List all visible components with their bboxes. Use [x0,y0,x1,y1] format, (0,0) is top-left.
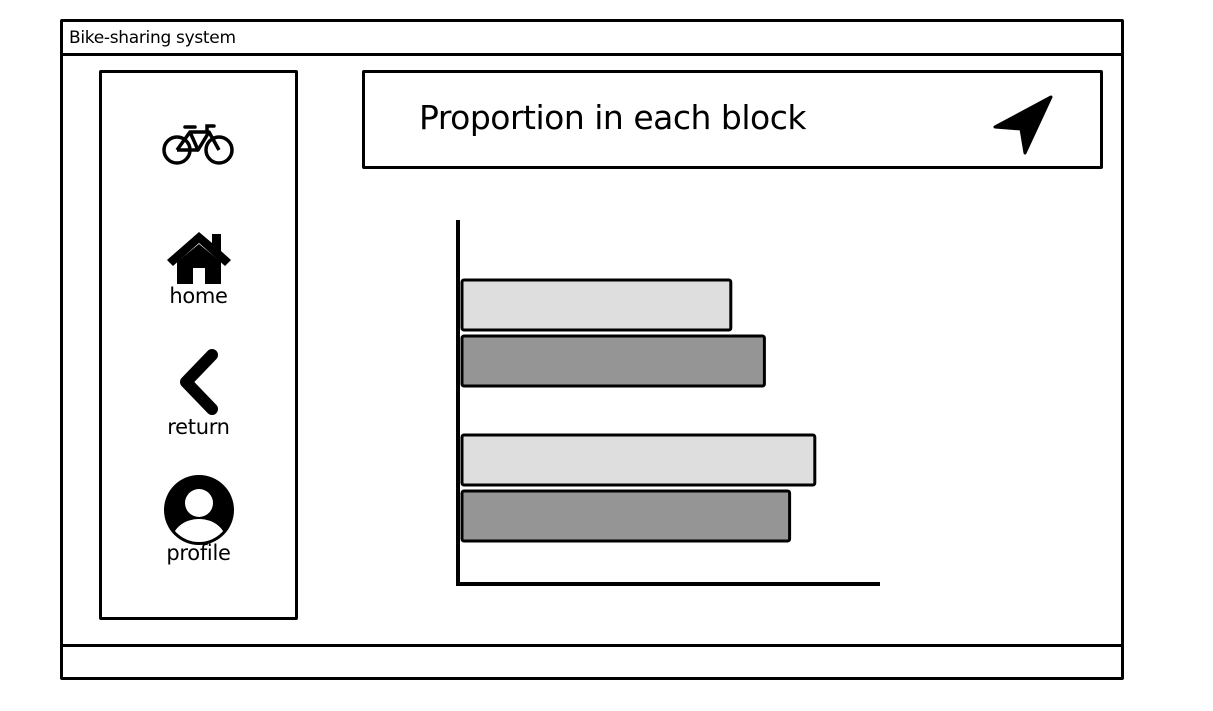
sidebar-item-label: home [169,284,228,308]
window-title: Bike-sharing system [69,28,236,48]
sidebar-item-profile[interactable]: profile [102,475,295,565]
sidebar-item-return[interactable]: return [102,349,295,439]
page-title: Proportion in each block [419,98,806,137]
app-window: Bike-sharing system [60,19,1124,680]
sidebar-item-label: profile [166,541,231,565]
chevron-left-icon [179,349,218,415]
bar-chart [440,210,900,600]
sidebar-item-label: return [167,415,230,439]
bicycle-logo[interactable] [102,123,295,169]
sidebar-item-home[interactable]: home [102,230,295,308]
bar-series-2-1 [460,489,792,543]
status-bar [63,644,1121,677]
bicycle-icon [161,124,234,165]
navigation-arrow-icon [993,95,1053,155]
navigate-button[interactable] [993,95,1053,159]
bar-series-2-0 [460,334,766,388]
bar-series-1-0 [460,278,733,332]
title-bar: Bike-sharing system [63,22,1121,56]
bar-series-1-1 [460,433,817,487]
chart-canvas [456,220,880,586]
header-panel: Proportion in each block [362,70,1103,169]
user-icon [163,475,234,545]
home-icon [166,232,231,284]
sidebar: home return profile [99,70,298,620]
